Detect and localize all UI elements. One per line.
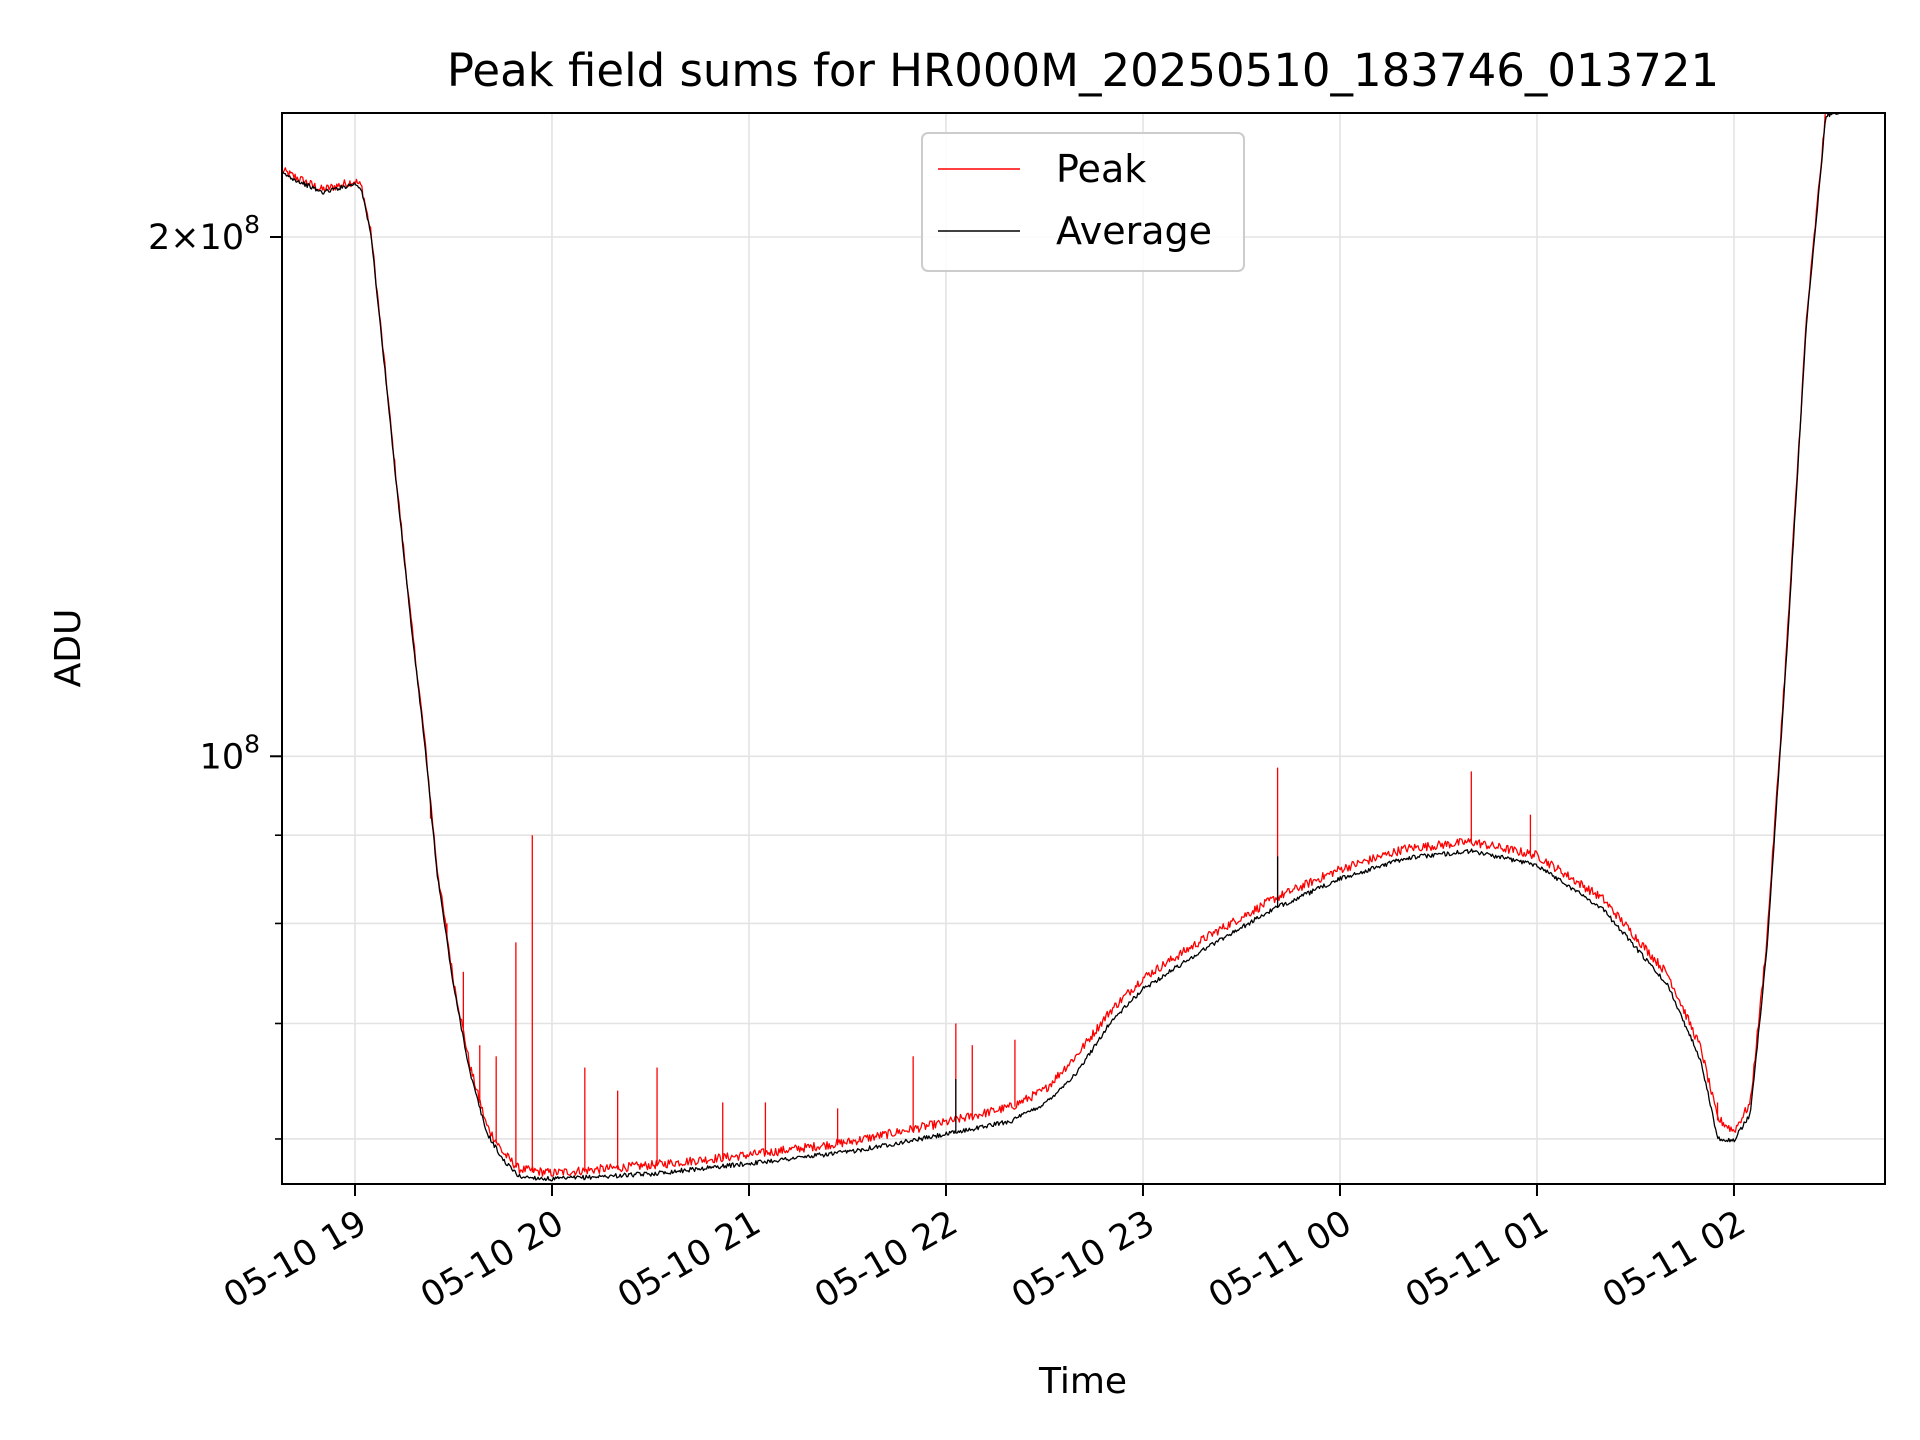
y-tick-base: 10: [200, 737, 245, 777]
y-tick-exponent: 8: [244, 729, 260, 758]
series-peak: [282, 113, 1835, 1177]
legend-average-label: Average: [1056, 209, 1212, 253]
plot-series: [282, 113, 1841, 1182]
legend-peak-label: Peak: [1056, 147, 1146, 191]
y-tick-times: ×: [170, 218, 199, 258]
y-tick-label: 2×108: [148, 210, 260, 258]
y-tick-label: 108: [200, 729, 260, 777]
plot-frame: [281, 112, 1886, 1185]
series-line-average: [282, 113, 1841, 1182]
y-tick-coef: 2: [148, 218, 170, 258]
y-tick-base: 10: [200, 218, 245, 258]
legend-box: [921, 132, 1245, 272]
series-average: [282, 113, 1841, 1182]
legend: Peak Average: [921, 132, 1245, 272]
x-axis-label: Time: [1038, 1361, 1127, 1402]
y-axis-label: ADU: [48, 609, 89, 688]
series-line-peak: [282, 113, 1835, 1177]
chart-title: Peak field sums for HR000M_20250510_1837…: [447, 44, 1719, 97]
y-tick-exponent: 8: [244, 210, 260, 239]
